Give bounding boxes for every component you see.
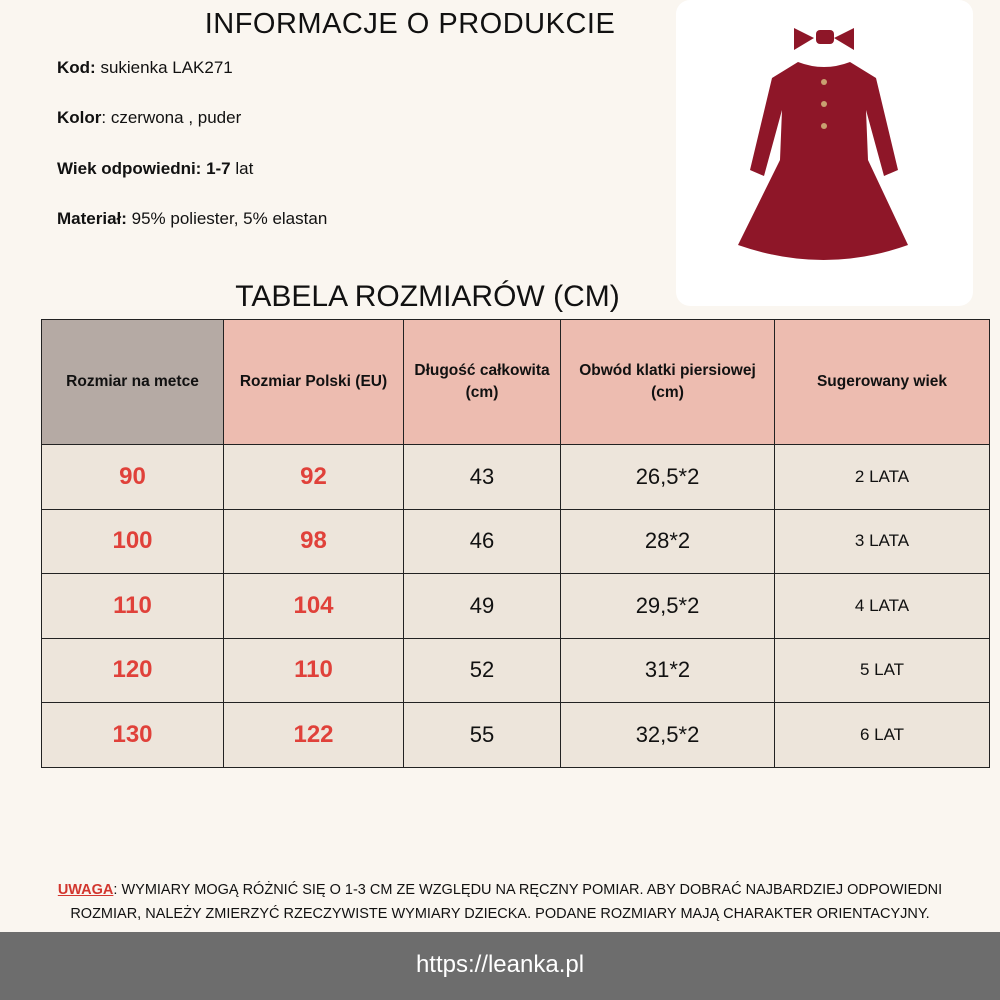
table-cell: 110 bbox=[223, 637, 404, 703]
note: UWAGA: WYMIARY MOGĄ RÓŻNIĆ SIĘ O 1-3 CM … bbox=[57, 882, 943, 922]
table-cell: 2 LATA bbox=[774, 444, 990, 510]
table-cell: 46 bbox=[403, 508, 561, 574]
header-cell: Obwód klatki piersiowej (cm) bbox=[560, 319, 775, 445]
table-cell: 5 LAT bbox=[774, 637, 990, 703]
header-cell: Rozmiar Polski (EU) bbox=[223, 319, 404, 445]
table-cell: 104 bbox=[223, 573, 404, 639]
table-row: 100 98 46 28*2 3 LATA bbox=[41, 508, 990, 574]
table-cell: 3 LATA bbox=[774, 508, 990, 574]
table-cell: 26,5*2 bbox=[560, 444, 775, 510]
table-cell: 49 bbox=[403, 573, 561, 639]
table-cell: 110 bbox=[41, 573, 224, 639]
info-age: Wiek odpowiedni: 1-7 lat bbox=[57, 159, 254, 178]
header-cell: Sugerowany wiek bbox=[774, 319, 990, 445]
table-cell: 43 bbox=[403, 444, 561, 510]
table-cell: 130 bbox=[41, 702, 224, 768]
table-row: 130 122 55 32,5*2 6 LAT bbox=[41, 702, 990, 768]
table-cell: 31*2 bbox=[560, 637, 775, 703]
table-cell: 4 LATA bbox=[774, 573, 990, 639]
table-cell: 100 bbox=[41, 508, 224, 574]
table-cell: 90 bbox=[41, 444, 224, 510]
info-color: Kolor: czerwona , puder bbox=[57, 108, 242, 127]
info-code: Kod: sukienka LAK271 bbox=[57, 58, 233, 77]
footer-url[interactable]: https://leanka.pl bbox=[0, 932, 1000, 1000]
table-cell: 52 bbox=[403, 637, 561, 703]
table-cell: 6 LAT bbox=[774, 702, 990, 768]
note-label: UWAGA bbox=[57, 882, 114, 898]
table-cell: 122 bbox=[223, 702, 404, 768]
info-material: Materiał: 95% poliester, 5% elastan bbox=[57, 209, 328, 228]
info-title: INFORMACJE O PRODUKCIE bbox=[204, 8, 616, 40]
table-cell: 55 bbox=[403, 702, 561, 768]
table-header-row: Rozmiar na metce Rozmiar Polski (EU) Dłu… bbox=[41, 319, 990, 445]
header-cell: Rozmiar na metce bbox=[41, 319, 224, 445]
table-cell: 92 bbox=[223, 444, 404, 510]
table-cell: 28*2 bbox=[560, 508, 775, 574]
table-cell: 29,5*2 bbox=[560, 573, 775, 639]
header-cell: Długość całkowita (cm) bbox=[403, 319, 561, 445]
product-photo bbox=[676, 0, 973, 306]
table-row: 110 104 49 29,5*2 4 LATA bbox=[41, 573, 990, 639]
table-title: TABELA ROZMIARÓW (CM) bbox=[235, 280, 620, 313]
table-row: 90 92 43 26,5*2 2 LATA bbox=[41, 444, 990, 510]
size-table: Rozmiar na metce Rozmiar Polski (EU) Dłu… bbox=[41, 319, 990, 768]
table-cell: 32,5*2 bbox=[560, 702, 775, 768]
table-cell: 98 bbox=[223, 508, 404, 574]
table-row: 120 110 52 31*2 5 LAT bbox=[41, 637, 990, 703]
table-cell: 120 bbox=[41, 637, 224, 703]
